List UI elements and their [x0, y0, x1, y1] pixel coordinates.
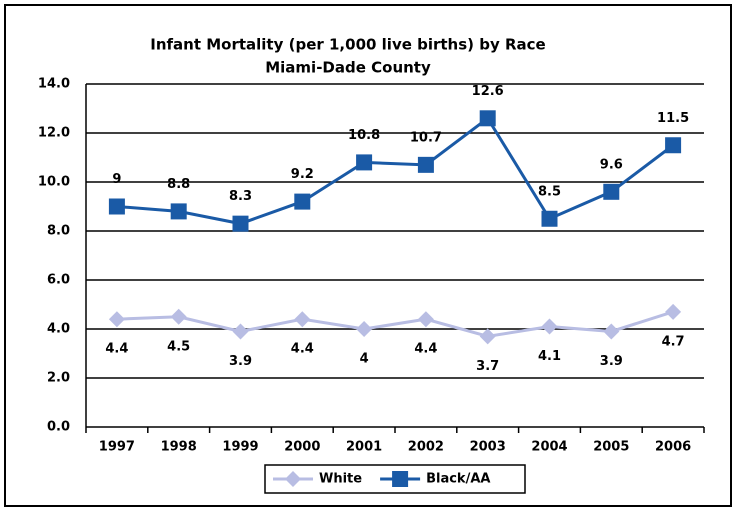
data-label: 4.5: [167, 339, 190, 354]
y-tick-label: 8.0: [47, 224, 70, 239]
x-tick-label: 2000: [284, 440, 320, 455]
marker: [232, 323, 249, 340]
data-label: 4: [360, 352, 369, 367]
marker: [232, 215, 249, 232]
marker: [285, 471, 301, 487]
data-label: 8.3: [229, 189, 252, 204]
data-label: 4.4: [291, 342, 314, 357]
data-label: 3.7: [476, 359, 499, 374]
x-tick-label: 2006: [655, 440, 691, 455]
y-tick-label: 4.0: [47, 322, 70, 337]
data-label: 3.9: [229, 354, 252, 369]
marker: [665, 137, 682, 154]
x-tick-label: 2003: [470, 440, 506, 455]
series-line: [116, 310, 674, 338]
marker: [603, 183, 620, 200]
x-tick-label: 2005: [593, 440, 629, 455]
x-tick-label: 1998: [161, 440, 197, 455]
marker: [294, 311, 311, 328]
marker: [417, 311, 434, 328]
y-tick-label: 10.0: [38, 175, 70, 190]
marker: [170, 308, 187, 325]
y-tick-label: 0.0: [47, 420, 70, 435]
series-line: [116, 116, 675, 226]
x-tick-label: 1997: [99, 440, 135, 455]
data-label: 4.4: [414, 342, 437, 357]
chart-title: Infant Mortality (per 1,000 live births)…: [150, 36, 545, 54]
data-label: 3.9: [600, 354, 623, 369]
x-tick-label: 2001: [346, 440, 382, 455]
marker: [665, 303, 682, 320]
data-label: 12.6: [472, 84, 504, 99]
y-tick-label: 14.0: [38, 77, 70, 92]
marker: [417, 156, 434, 173]
marker: [294, 193, 311, 210]
data-label: 9: [112, 172, 121, 187]
marker: [479, 110, 496, 127]
marker: [479, 328, 496, 345]
data-label: 4.4: [105, 342, 128, 357]
legend-label: Black/AA: [426, 472, 490, 487]
marker: [170, 203, 187, 220]
y-tick-label: 2.0: [47, 371, 70, 386]
data-label: 4.1: [538, 349, 561, 364]
data-label: 8.8: [167, 177, 190, 192]
y-tick-label: 12.0: [38, 126, 70, 141]
data-label: 9.2: [291, 167, 314, 182]
data-label: 9.6: [600, 157, 623, 172]
marker: [356, 321, 373, 337]
marker: [108, 311, 125, 328]
marker: [356, 154, 373, 171]
data-label: 8.5: [538, 184, 561, 199]
marker: [541, 210, 558, 227]
marker: [392, 471, 409, 487]
marker: [108, 198, 125, 215]
marker: [541, 318, 558, 335]
data-label: 10.8: [348, 128, 380, 143]
marker: [603, 323, 620, 340]
legend-label: White: [319, 472, 362, 487]
data-label: 4.7: [662, 334, 685, 349]
x-tick-label: 1999: [222, 440, 258, 455]
data-label: 11.5: [657, 111, 689, 126]
chart-subtitle: Miami-Dade County: [265, 59, 431, 77]
x-tick-label: 2004: [531, 440, 567, 455]
x-tick-label: 2002: [408, 440, 444, 455]
chart-border: [4, 4, 732, 507]
data-label: 10.7: [410, 130, 442, 145]
y-tick-label: 6.0: [47, 273, 70, 288]
